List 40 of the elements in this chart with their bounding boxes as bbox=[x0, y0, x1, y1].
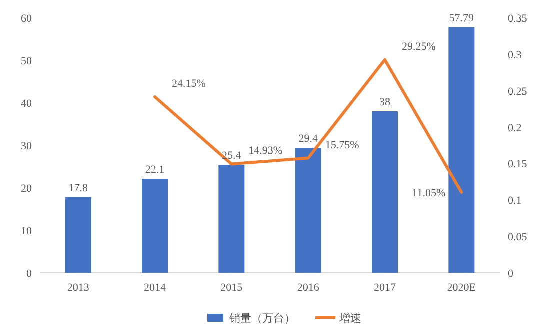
bar bbox=[372, 112, 398, 273]
x-tick-label: 2017 bbox=[374, 282, 396, 294]
y2-tick-label: 0.15 bbox=[508, 158, 528, 171]
bar bbox=[218, 165, 245, 273]
y2-tick-label: 0.1 bbox=[508, 195, 522, 208]
legend-label: 销量（万台） bbox=[228, 312, 296, 325]
y-tick-label: 40 bbox=[21, 98, 32, 110]
data-label: 11.05% bbox=[412, 187, 446, 200]
y-tick-label: 60 bbox=[21, 13, 32, 25]
y2-tick-label: 0.25 bbox=[508, 86, 528, 98]
data-label: 57.79 bbox=[449, 12, 475, 24]
x-tick-label: 2020E bbox=[447, 282, 476, 294]
data-label: 38 bbox=[380, 96, 391, 108]
data-label: 22.1 bbox=[145, 164, 165, 176]
data-label: 24.15% bbox=[172, 78, 206, 90]
bar bbox=[65, 197, 92, 273]
data-label: 25.4 bbox=[222, 150, 242, 162]
data-label: 29.4 bbox=[298, 133, 318, 146]
data-label: 14.93% bbox=[248, 145, 283, 158]
x-tick-label: 2015 bbox=[220, 282, 244, 294]
y2-tick-label: 0.2 bbox=[508, 122, 522, 134]
data-label: 29.25% bbox=[402, 40, 436, 53]
x-tick-label: 2016 bbox=[297, 282, 320, 294]
y-tick-label: 0 bbox=[26, 268, 32, 280]
y-tick-label: 20 bbox=[21, 183, 32, 195]
y2-tick-label: 0.3 bbox=[508, 49, 522, 62]
y2-tick-label: 0 bbox=[508, 268, 514, 280]
x-tick-label: 2013 bbox=[67, 282, 90, 294]
bar bbox=[448, 27, 475, 273]
x-tick-label: 2014 bbox=[144, 282, 166, 294]
y-tick-label: 10 bbox=[21, 226, 32, 238]
y2-tick-label: 0.05 bbox=[508, 232, 528, 244]
bar bbox=[295, 148, 322, 273]
data-label: 17.8 bbox=[68, 182, 88, 194]
data-label: 15.75% bbox=[325, 139, 360, 152]
y2-tick-label: 0.35 bbox=[508, 13, 528, 25]
y-tick-label: 30 bbox=[21, 140, 32, 152]
legend-label: 增速 bbox=[338, 312, 362, 325]
bar bbox=[142, 179, 168, 273]
y-tick-label: 50 bbox=[21, 56, 32, 68]
